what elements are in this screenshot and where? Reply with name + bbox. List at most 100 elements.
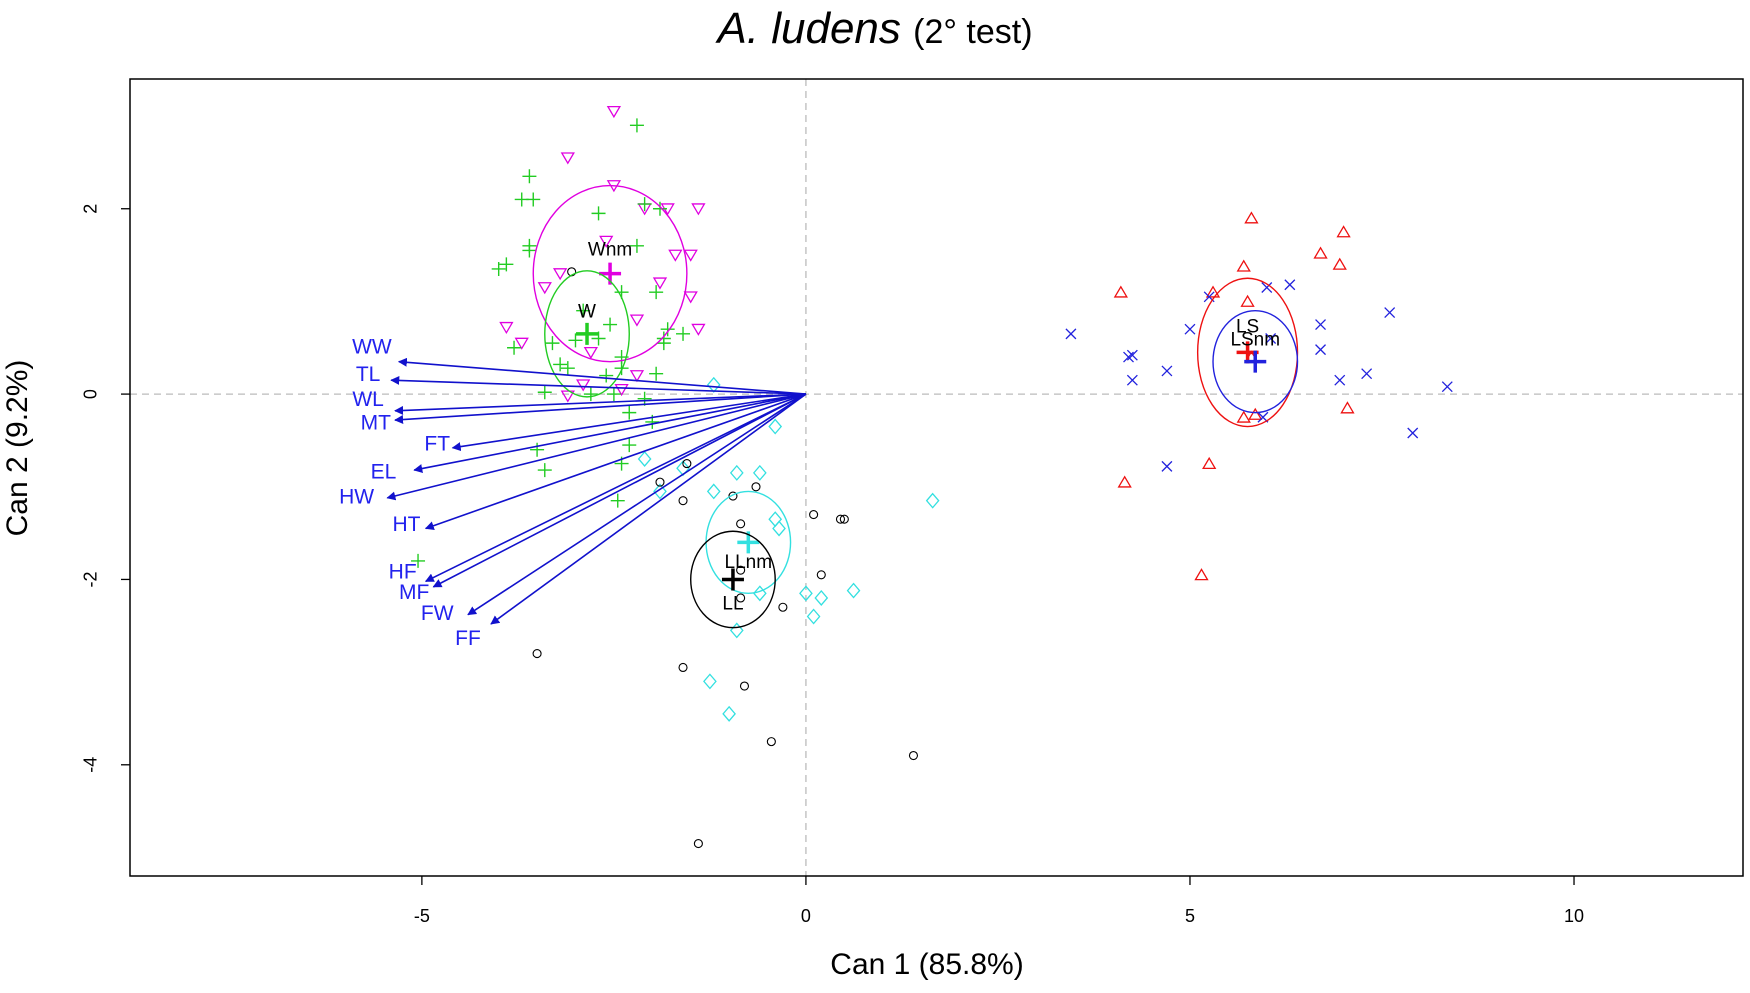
vector-label-FF: FF <box>455 627 481 650</box>
circle-marker <box>736 593 746 603</box>
data-point-W <box>583 387 598 402</box>
vector-label-TL: TL <box>356 363 381 386</box>
centroid-label-W: W <box>578 302 596 323</box>
circle-marker <box>839 514 849 524</box>
data-point-LSnm <box>1117 475 1132 488</box>
circle-marker <box>835 514 846 524</box>
triangle-up-marker <box>1332 257 1347 270</box>
circle-marker <box>532 649 542 659</box>
x-tick-label: 5 <box>1185 906 1195 926</box>
triangle-up-marker <box>1194 568 1209 581</box>
diamond-marker <box>703 673 717 690</box>
diamond-marker <box>814 589 829 606</box>
triangle-up-marker <box>1336 225 1351 238</box>
plus-marker <box>522 243 537 258</box>
data-point-LL <box>567 267 577 277</box>
triangle-down-marker <box>499 321 514 335</box>
circle-marker <box>751 482 761 492</box>
y-axis-label: Can 2 (9.2%) <box>1 359 34 537</box>
y-tick-label: 0 <box>81 389 101 399</box>
data-point-LL <box>678 496 688 506</box>
plus-marker <box>629 238 644 253</box>
data-point-LL <box>693 839 703 849</box>
triangle-up-marker <box>1248 407 1263 420</box>
data-point-LL <box>809 510 819 520</box>
data-point-W <box>629 118 644 133</box>
data-point-LSnm <box>1236 259 1251 272</box>
data-point-W <box>537 463 552 478</box>
data-point-LL <box>778 602 788 612</box>
plus-marker <box>603 317 618 332</box>
data-point-LS <box>1384 307 1396 318</box>
data-point-W <box>606 387 621 402</box>
vector-HT <box>424 393 807 531</box>
cross-marker <box>1407 427 1419 439</box>
data-point-LSnm <box>1240 294 1255 307</box>
data-point-LLnm <box>806 608 821 625</box>
vector-label-FW: FW <box>421 602 454 625</box>
data-point-LS <box>1265 333 1277 344</box>
data-point-LLnm <box>846 582 861 599</box>
circle-marker <box>678 496 688 506</box>
triangle-down-marker <box>606 105 622 119</box>
data-point-W <box>491 261 506 276</box>
data-point-LS <box>1184 323 1196 335</box>
data-point-Wnm <box>576 379 591 392</box>
data-point-LS <box>1065 328 1077 340</box>
diamond-marker <box>768 511 783 528</box>
plus-marker <box>622 438 637 453</box>
data-point-W <box>649 366 664 381</box>
data-point-LS <box>1123 351 1134 363</box>
centroid-label-LL: LL <box>722 593 743 614</box>
data-point-LLnm <box>768 418 783 435</box>
plus-marker <box>530 442 545 457</box>
triangle-down-marker <box>552 268 568 281</box>
data-point-LSnm <box>1113 285 1128 298</box>
data-point-LL <box>816 570 826 580</box>
data-point-W <box>622 405 637 420</box>
x-axis-label: Can 1 (85.8%) <box>830 948 1024 981</box>
data-point-Wnm <box>652 277 668 290</box>
data-point-LL <box>736 593 746 603</box>
data-point-LLnm <box>703 673 717 690</box>
diamond-marker <box>706 483 721 500</box>
data-point-W <box>599 368 614 383</box>
data-point-LLnm <box>729 622 744 639</box>
title-suffix: (2° test) <box>913 13 1033 51</box>
data-point-LSnm <box>1244 211 1259 224</box>
data-point-W <box>629 238 644 253</box>
data-point-Wnm <box>683 249 698 262</box>
diamond-marker <box>799 585 813 602</box>
vector-TL <box>390 375 806 395</box>
plus-marker <box>491 261 506 276</box>
data-point-LL <box>839 514 849 524</box>
ellipse-LL <box>690 530 776 629</box>
circle-marker <box>682 459 692 469</box>
title-species: A. ludens <box>717 4 901 53</box>
vector-label-WL: WL <box>352 388 384 411</box>
vector-label-HW: HW <box>339 485 374 508</box>
data-point-LLnm <box>729 464 744 481</box>
triangle-down-marker <box>560 390 575 403</box>
ellipse-W <box>544 270 630 398</box>
data-point-LSnm <box>1205 285 1221 298</box>
data-point-LLnm <box>768 511 783 528</box>
cross-marker <box>1284 279 1296 291</box>
triangle-down-marker <box>683 291 698 304</box>
data-point-LS <box>1261 282 1273 293</box>
data-point-LL <box>736 519 746 529</box>
plus-marker <box>656 336 671 351</box>
plus-marker <box>583 387 598 402</box>
data-point-W <box>560 361 575 376</box>
cross-marker <box>1065 328 1077 340</box>
plus-marker <box>652 201 667 216</box>
vector-HF <box>424 393 807 583</box>
data-point-Wnm <box>691 323 706 336</box>
data-point-LL <box>655 477 665 487</box>
triangle-up-marker <box>1244 211 1259 224</box>
data-point-W <box>591 206 606 221</box>
data-point-LLnm <box>925 492 940 509</box>
vector-WW <box>397 357 806 395</box>
triangle-up-marker <box>1117 475 1132 488</box>
data-point-W <box>660 322 675 337</box>
